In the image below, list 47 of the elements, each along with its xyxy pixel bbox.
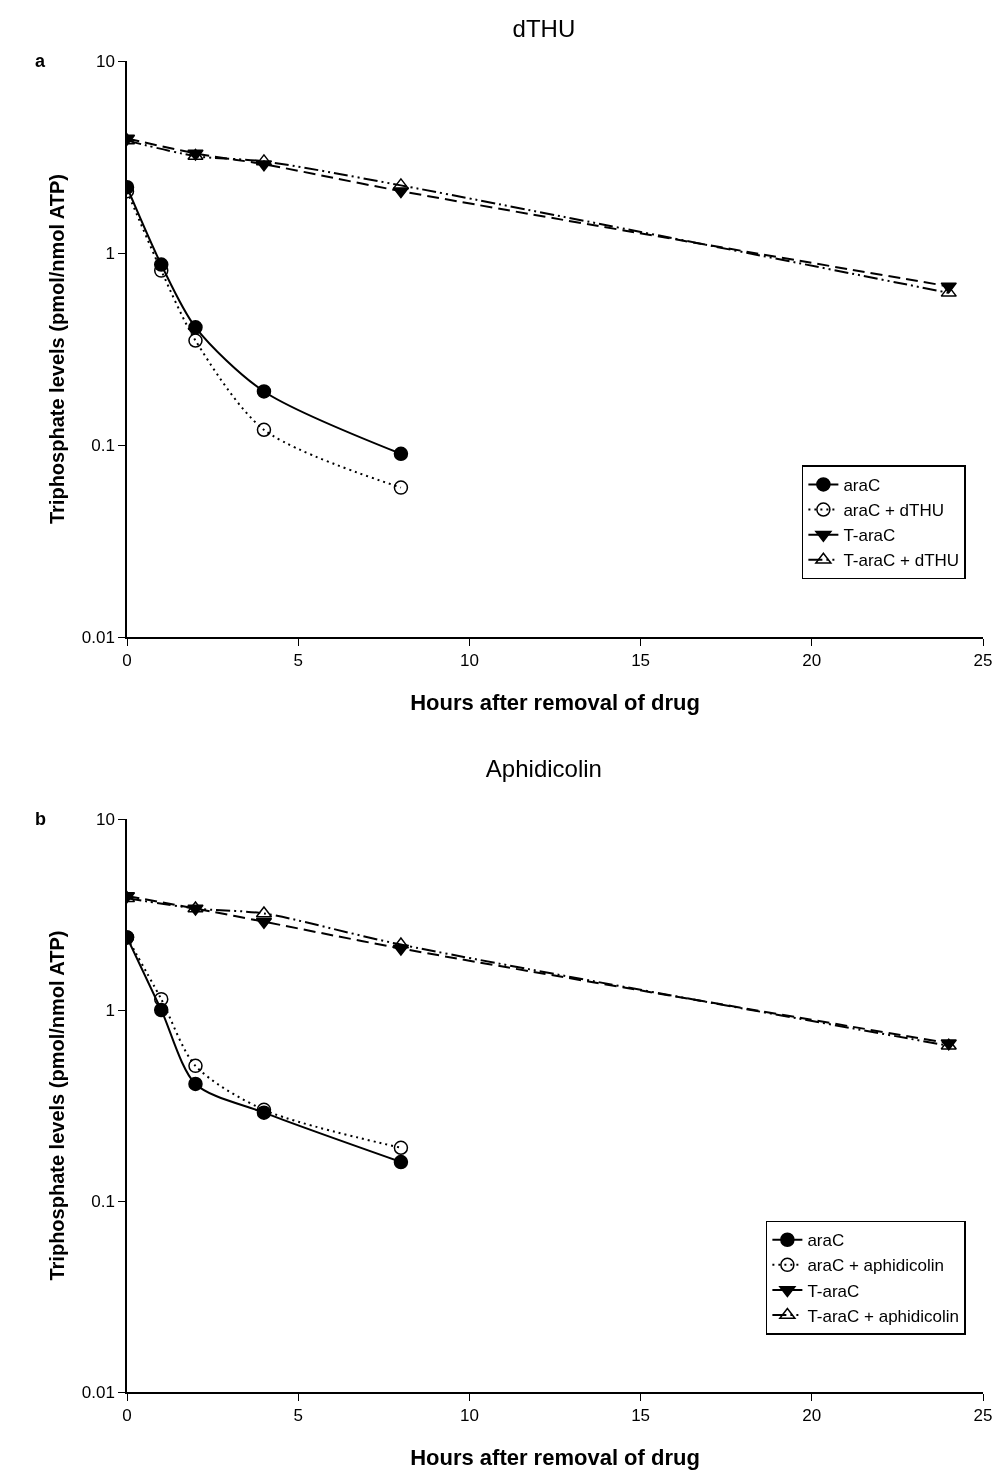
x-tick-label: 0 [122, 651, 132, 671]
point [393, 446, 409, 462]
point [154, 991, 169, 1007]
legend-label: T-araC [843, 526, 896, 546]
y-tick-label: 0.01 [81, 1382, 115, 1402]
y-tick-label: 1 [105, 1000, 115, 1020]
legend-label: T-araC + dTHU [843, 551, 960, 571]
y-tick-label: 1 [105, 243, 115, 263]
legend-label: araC [843, 476, 881, 496]
point [393, 1140, 409, 1155]
y-tick-label: 10 [95, 809, 115, 829]
point [188, 333, 203, 348]
y-tick-label: 0.1 [91, 1191, 115, 1211]
y-tick-label: 0.1 [91, 435, 115, 455]
point [393, 1154, 409, 1170]
x-tick-label: 20 [802, 1406, 822, 1426]
x-tick-label: 10 [459, 1406, 479, 1426]
y-axis-title: Triphosphate levels (pmol/nmol ATP) [45, 173, 68, 525]
point [256, 422, 272, 438]
x-tick-label: 5 [293, 1406, 303, 1426]
x-tick-label: 10 [459, 651, 479, 671]
legend-label: araC + dTHU [843, 501, 945, 521]
legend-label: araC [807, 1231, 845, 1251]
point [188, 1076, 203, 1092]
point [188, 320, 203, 335]
x-tick-label: 25 [973, 651, 993, 671]
x-tick-label: 5 [293, 651, 303, 671]
point [393, 480, 409, 495]
y-tick-label: 0.01 [81, 627, 115, 647]
y-axis-title: Triphosphate levels (pmol/nmol ATP) [45, 930, 68, 1281]
point [256, 384, 272, 399]
x-tick-label: 15 [631, 651, 651, 671]
legend-label: T-araC + aphidicolin [807, 1306, 960, 1326]
text: b [35, 809, 46, 829]
x-tick-label: 0 [122, 1406, 132, 1426]
chart-title: Aphidicolin [485, 754, 602, 782]
x-tick-label: 15 [631, 1406, 651, 1426]
x-tick-label: 20 [802, 651, 822, 671]
x-axis-title: Hours after removal of drug [410, 1444, 700, 1470]
point [188, 1058, 203, 1074]
x-axis-title: Hours after removal of drug [410, 689, 700, 715]
y-tick-label: 10 [95, 51, 115, 71]
legend-label: T-araC [807, 1281, 860, 1301]
x-tick-label: 25 [973, 1406, 993, 1426]
legend-label: araC + aphidicolin [807, 1256, 944, 1276]
text: a [35, 51, 46, 71]
chart-title: dTHU [512, 14, 576, 42]
